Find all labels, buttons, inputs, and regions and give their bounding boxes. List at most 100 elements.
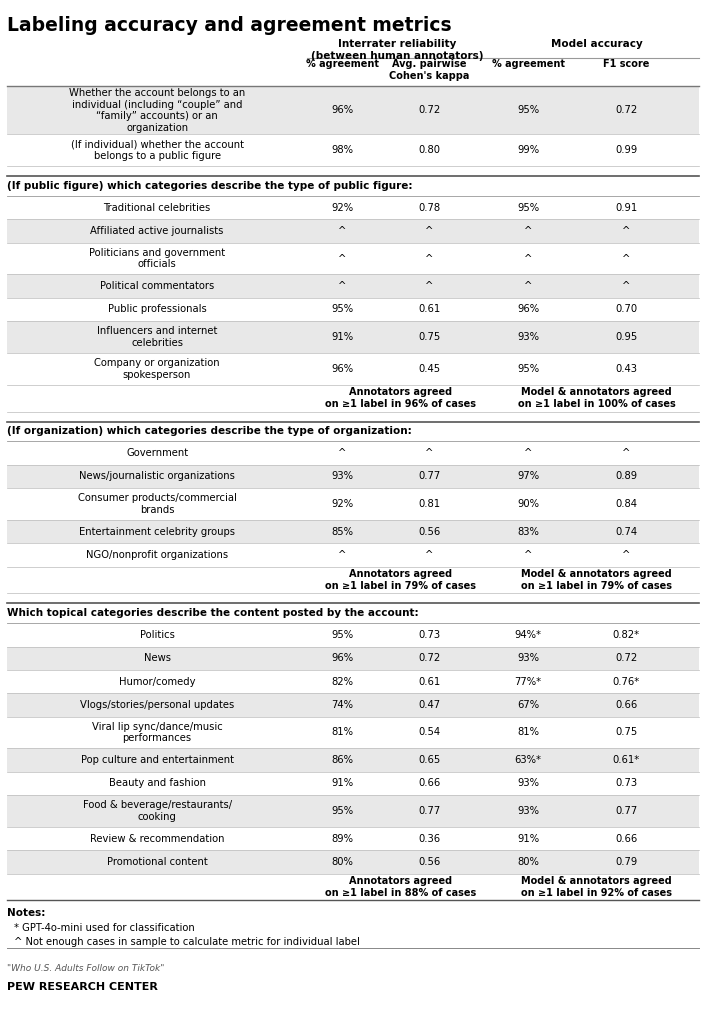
FancyBboxPatch shape [7,795,699,827]
Text: 93%: 93% [517,654,539,663]
Text: 95%: 95% [331,806,354,816]
Text: Review & recommendation: Review & recommendation [90,834,225,844]
Text: (If public figure) which categories describe the type of public figure:: (If public figure) which categories desc… [7,181,412,191]
Text: (If individual) whether the account
belongs to a public figure: (If individual) whether the account belo… [71,139,244,161]
Text: Model accuracy: Model accuracy [551,39,642,49]
Text: 0.80: 0.80 [418,145,441,155]
Text: * GPT-4o-mini used for classification: * GPT-4o-mini used for classification [14,923,195,933]
Text: Food & beverage/restaurants/
cooking: Food & beverage/restaurants/ cooking [83,800,232,821]
Text: 0.56: 0.56 [418,527,441,537]
FancyBboxPatch shape [7,134,699,166]
Text: 0.61: 0.61 [418,676,441,686]
Text: 99%: 99% [517,145,539,155]
FancyBboxPatch shape [7,827,699,850]
Text: ^ Not enough cases in sample to calculate metric for individual label: ^ Not enough cases in sample to calculat… [14,937,360,947]
Text: 91%: 91% [331,332,354,342]
FancyBboxPatch shape [7,86,699,134]
Text: 0.65: 0.65 [418,755,441,765]
Text: Politics: Politics [140,630,174,639]
Text: 0.73: 0.73 [615,779,638,789]
Text: 96%: 96% [331,364,354,373]
Text: ^: ^ [524,550,532,560]
Text: Avg. pairwise
Cohen's kappa: Avg. pairwise Cohen's kappa [389,59,469,81]
Text: 0.82*: 0.82* [613,630,640,639]
Text: "Who U.S. Adults Follow on TikTok": "Who U.S. Adults Follow on TikTok" [7,964,164,973]
Text: ^: ^ [338,550,347,560]
Text: ^: ^ [425,550,433,560]
Text: 0.73: 0.73 [418,630,441,639]
Text: 0.75: 0.75 [615,727,638,738]
FancyBboxPatch shape [7,647,699,670]
Text: Politicians and government
officials: Politicians and government officials [89,248,225,269]
Text: 0.70: 0.70 [615,305,638,314]
Text: % agreement: % agreement [306,59,379,70]
Text: Consumer products/commercial
brands: Consumer products/commercial brands [78,493,237,515]
Text: Public professionals: Public professionals [108,305,206,314]
Text: ^: ^ [425,226,433,236]
FancyBboxPatch shape [7,623,699,647]
Text: 0.89: 0.89 [615,472,638,482]
Text: Traditional celebrities: Traditional celebrities [104,203,210,213]
Text: 95%: 95% [517,105,539,116]
Text: 0.72: 0.72 [615,105,638,116]
Text: 97%: 97% [517,472,539,482]
Text: 81%: 81% [517,727,539,738]
FancyBboxPatch shape [7,604,699,623]
Text: 96%: 96% [331,105,354,116]
Text: ^: ^ [622,550,630,560]
Text: Model & annotators agreed
on ≥1 label in 79% of cases: Model & annotators agreed on ≥1 label in… [521,569,672,591]
FancyBboxPatch shape [7,464,699,488]
Text: 96%: 96% [517,305,539,314]
Text: 0.72: 0.72 [418,105,441,116]
Text: 0.78: 0.78 [418,203,441,213]
Text: PEW RESEARCH CENTER: PEW RESEARCH CENTER [7,982,158,992]
Text: 0.91: 0.91 [615,203,638,213]
Text: Model & annotators agreed
on ≥1 label in 92% of cases: Model & annotators agreed on ≥1 label in… [521,877,672,898]
Text: ^: ^ [425,448,433,458]
Text: 83%: 83% [517,527,539,537]
FancyBboxPatch shape [7,716,699,749]
Text: 0.54: 0.54 [418,727,441,738]
FancyBboxPatch shape [7,850,699,874]
Text: ^: ^ [622,448,630,458]
Text: 0.66: 0.66 [615,834,638,844]
FancyBboxPatch shape [7,874,699,900]
FancyBboxPatch shape [7,520,699,543]
Text: Annotators agreed
on ≥1 label in 79% of cases: Annotators agreed on ≥1 label in 79% of … [325,569,476,591]
FancyBboxPatch shape [7,694,699,716]
Text: 95%: 95% [517,364,539,373]
Text: ^: ^ [622,226,630,236]
Text: 80%: 80% [332,857,353,866]
Text: Whether the account belongs to an
individual (including “couple” and
“family” ac: Whether the account belongs to an indivi… [69,88,245,133]
Text: 0.61*: 0.61* [613,755,640,765]
Text: Vlogs/stories/personal updates: Vlogs/stories/personal updates [80,700,234,710]
Text: ^: ^ [524,281,532,292]
Text: ^: ^ [338,448,347,458]
FancyBboxPatch shape [7,219,699,242]
Text: 90%: 90% [517,499,539,509]
Text: ^: ^ [622,254,630,264]
FancyBboxPatch shape [7,385,699,411]
Text: Notes:: Notes: [7,907,45,918]
Text: 63%*: 63%* [515,755,542,765]
FancyBboxPatch shape [7,488,699,520]
Text: 82%: 82% [331,676,354,686]
Text: 0.95: 0.95 [615,332,638,342]
FancyBboxPatch shape [7,421,699,441]
Text: Beauty and fashion: Beauty and fashion [109,779,205,789]
Text: 0.77: 0.77 [418,806,441,816]
Text: ^: ^ [622,281,630,292]
FancyBboxPatch shape [7,321,699,353]
Text: (If organization) which categories describe the type of organization:: (If organization) which categories descr… [7,427,412,437]
Text: 0.66: 0.66 [418,779,441,789]
Text: 92%: 92% [331,203,354,213]
Text: 0.79: 0.79 [615,857,638,866]
Text: ^: ^ [524,448,532,458]
Text: 91%: 91% [331,779,354,789]
Text: 0.81: 0.81 [418,499,441,509]
Text: 0.84: 0.84 [615,499,638,509]
Text: Influencers and internet
celebrities: Influencers and internet celebrities [97,326,217,348]
Text: 93%: 93% [517,806,539,816]
Text: 92%: 92% [331,499,354,509]
Text: 96%: 96% [331,654,354,663]
